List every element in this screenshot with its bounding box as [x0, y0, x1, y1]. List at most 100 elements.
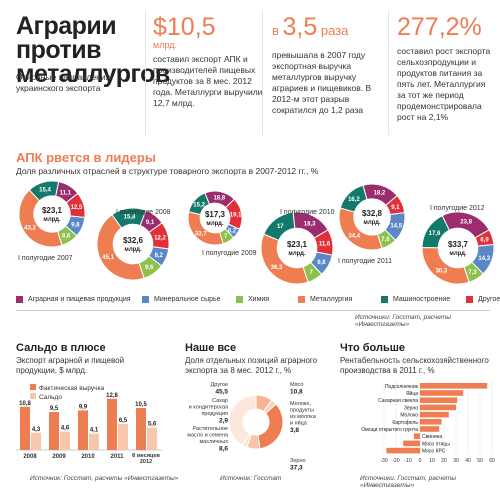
legend-swatch — [30, 393, 36, 399]
donut-label: I полугодие 2009 — [202, 250, 257, 257]
category-label: Мясо птицы — [422, 441, 450, 447]
slice-name: Сахар — [212, 398, 228, 404]
kpi-2-value: 3,5 — [282, 13, 318, 41]
legend-item: Машиностроение — [381, 296, 450, 303]
category-label: Овощи открытого грунта — [361, 427, 418, 433]
saldo-subtitle: Экспорт аграрной и пищевой продукции, $ … — [16, 356, 125, 375]
slice-label: 9,6 — [145, 265, 154, 271]
slice-label: 7 — [224, 234, 228, 240]
legend-swatch — [16, 296, 23, 303]
kpi-1: $10,5 млрд. составил экспорт АПК и произ… — [153, 14, 265, 109]
donut-center-value: $17,3 — [205, 210, 226, 219]
slice-value: 8,6 — [219, 446, 228, 453]
kpi-1-prefix: $ — [153, 13, 167, 41]
bar — [386, 447, 420, 454]
slice-label: 43,2 — [24, 225, 36, 231]
donut: 45,1 15,8 9,1 12,2 8,29,6 $32,6 млрд. I полугод… — [96, 207, 171, 281]
slice-label: 36,3 — [271, 265, 283, 271]
category-label: Подсолнечник — [385, 384, 419, 390]
legend: Аграрная и пищевая продукция Минеральное … — [16, 296, 500, 308]
slice-value: 3,8 — [290, 427, 299, 434]
slice-label: 11,6 — [319, 242, 331, 248]
legend-swatch — [381, 296, 388, 303]
bar-label: 4,1 — [90, 428, 99, 434]
donut-center-value: $32,6 — [123, 236, 144, 245]
slice-label: 7,6 — [381, 237, 390, 243]
bar — [420, 383, 488, 389]
slice-name: Молоко, — [290, 401, 311, 407]
slice-name: Зерно — [290, 458, 306, 464]
saldo-bar — [89, 433, 99, 450]
tick-label: -20 — [392, 458, 399, 464]
donut-center-unit: млрд. — [206, 221, 224, 227]
divider — [145, 10, 146, 135]
slice-name: продукция — [201, 411, 228, 417]
tick-label: 2012 — [140, 459, 152, 465]
slice-label: 15,4 — [39, 188, 51, 194]
chto-bar-chart: -30 -20 -10 0 10 20 30 40 50 60 ПодсолнечникЯйцаСа… — [361, 381, 495, 464]
section-apk-subtitle: Доля различных отраслей в структуре това… — [16, 166, 319, 176]
legend-label: Химия — [248, 296, 270, 303]
slice-label: 9,8 — [71, 222, 80, 228]
donut-label: I полугодие 2012 — [430, 205, 485, 212]
kpi-2: в 3,5 раза превышала в 2007 году экспорт… — [272, 14, 384, 116]
donut-slice — [218, 228, 235, 245]
category-label: Мясо КРС — [422, 449, 446, 455]
donut-center-unit: млрд. — [43, 217, 61, 223]
slice-name: продукты — [290, 408, 314, 414]
tick-label: 10 — [429, 458, 435, 464]
kpi-2-prefix: в — [272, 23, 283, 38]
slice-label: 8,2 — [155, 253, 164, 259]
bar — [420, 426, 440, 432]
bar — [420, 419, 442, 425]
slice-label: 16,2 — [348, 197, 360, 203]
slice-name: Другое — [211, 382, 228, 388]
donut-slice — [96, 214, 145, 281]
slice-label: 18,3 — [304, 221, 316, 227]
saldo-bar — [118, 424, 128, 450]
legend-item: Металлургия — [298, 296, 352, 303]
bar — [420, 404, 456, 411]
donut: 36,3 17 18,3 11,6 9,87 $23,1 млрд. I полугодие … — [260, 209, 335, 285]
bar-label: 12,8 — [106, 393, 118, 399]
saldo-bar — [49, 412, 59, 450]
divider-line — [16, 310, 490, 311]
legend-swatch — [466, 296, 473, 303]
slice-value: 45,5 — [215, 389, 228, 396]
legend-label: Фактическая выручка — [39, 385, 105, 392]
saldo-legend: Фактическая выручка Сальдо — [30, 384, 105, 401]
bar-label: 9,9 — [79, 404, 88, 410]
donut-center-value: $23,1 — [287, 240, 308, 249]
slice-label: 18,8 — [213, 196, 225, 202]
bar-label: 9,5 — [50, 406, 59, 412]
slice-label: 14,3 — [478, 256, 490, 262]
slice-label: 9,8 — [317, 260, 326, 266]
slice-label: 17,6 — [429, 231, 441, 237]
slice-label: 14,5 — [390, 223, 402, 229]
donut: 43,2 15,4 11,1 12,5 9,88,6 $23,1 млрд. I полуго… — [18, 180, 86, 262]
slice-name: и кондитерская — [189, 405, 228, 411]
legend-swatch — [30, 384, 36, 390]
legend-swatch — [142, 296, 149, 303]
bar — [420, 411, 449, 418]
slice-label: 9,1 — [146, 220, 155, 226]
donut-slice — [302, 261, 323, 283]
bar-label: 4,6 — [61, 426, 70, 432]
donut-center-unit: млрд. — [288, 251, 306, 257]
donut-slice — [18, 189, 63, 248]
kpi-3: 277,2% составил рост экспорта сельхозпро… — [397, 14, 493, 123]
category-label: Свинина — [422, 434, 442, 440]
donut-label: I полугодие 2008 — [116, 209, 171, 216]
tick-label: -30 — [380, 458, 387, 464]
slice-label: 11,1 — [60, 190, 72, 196]
saldo-bar — [31, 432, 41, 450]
kpi-1-text: составил экспорт АПК и производителей пи… — [153, 54, 263, 108]
legend-label: Машиностроение — [393, 296, 451, 303]
donut-center-unit: млрд. — [449, 251, 467, 257]
saldo-title: Сальдо в плюсе — [16, 342, 106, 354]
slice-name: и яйца — [290, 420, 308, 427]
slice-label: 8,6 — [62, 234, 71, 240]
chto-source: Источники: Госстат, расчеты «Инвестгазет… — [360, 475, 456, 489]
